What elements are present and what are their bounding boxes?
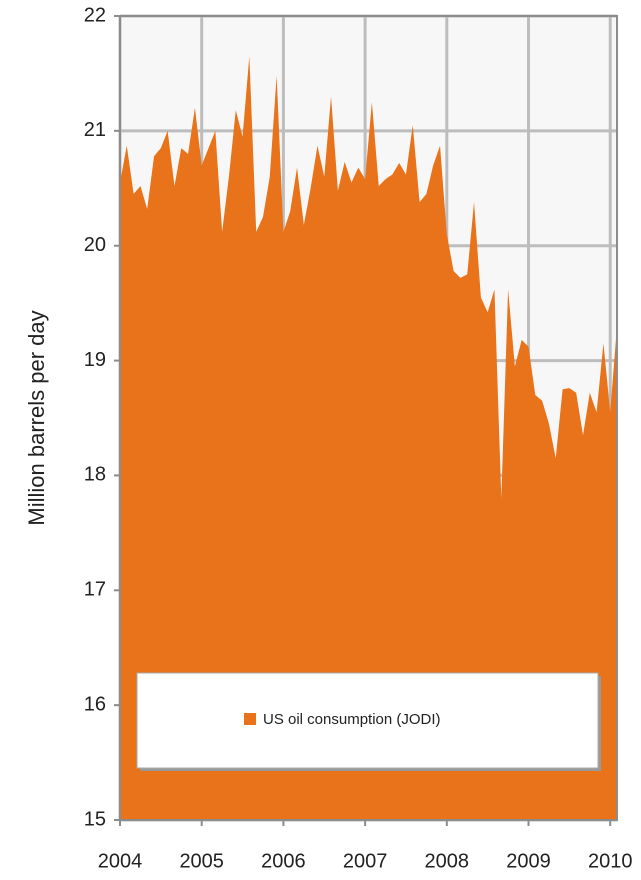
area <box>120 56 617 820</box>
x-tick-label: 2005 <box>179 850 224 872</box>
legend-label: US oil consumption (JODI) <box>263 711 441 728</box>
x-tick-label: 2010 <box>588 850 633 872</box>
y-tick-label: 17 <box>84 579 106 601</box>
y-tick-label: 20 <box>84 234 106 256</box>
plot-frame <box>119 15 618 821</box>
x-tick-label: 2006 <box>261 850 306 872</box>
y-axis-label: Million barrels per day <box>24 310 49 525</box>
y-tick-label: 18 <box>84 464 106 486</box>
y-tick-label: 16 <box>84 693 106 715</box>
y-tick-label: 21 <box>84 119 106 141</box>
x-tick-label: 2009 <box>506 850 551 872</box>
legend-swatch <box>244 713 256 725</box>
y-tick-label: 19 <box>84 349 106 371</box>
x-tick-label: 2007 <box>343 850 388 872</box>
legend <box>136 672 599 769</box>
x-tick-label: 2004 <box>98 850 143 872</box>
x-tick-label: 2008 <box>425 850 470 872</box>
y-tick-label: 22 <box>84 4 106 26</box>
y-tick-label: 15 <box>84 808 106 830</box>
